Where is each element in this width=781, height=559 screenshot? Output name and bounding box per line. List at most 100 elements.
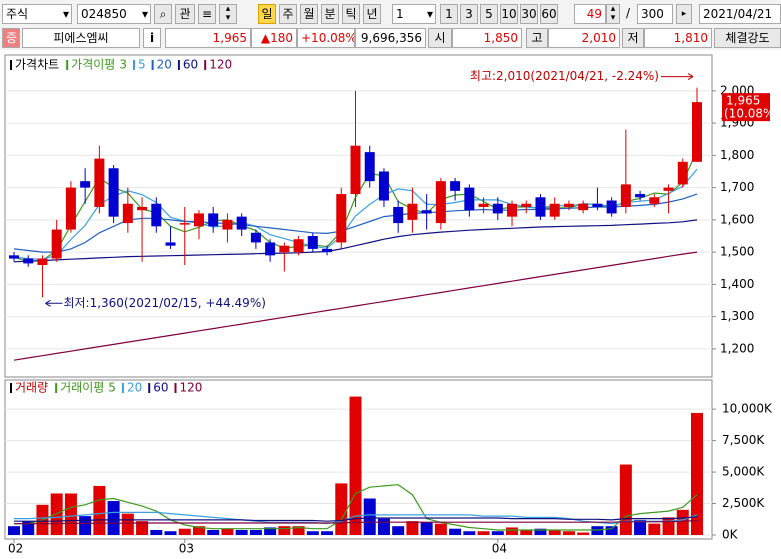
candle-body — [80, 181, 91, 188]
spin-button[interactable]: ▴ ▾ — [219, 4, 237, 24]
candle-body — [507, 203, 518, 217]
volume-bar — [577, 532, 590, 535]
watch-button[interactable]: 관 — [175, 4, 195, 24]
candle-body — [364, 152, 375, 182]
y-tick-label: 10,000K — [722, 402, 773, 416]
volume-bar — [605, 526, 618, 535]
volume-bar — [363, 498, 376, 535]
open: 1,850 — [452, 28, 522, 48]
period-button[interactable]: 월 — [300, 4, 318, 24]
period-button[interactable]: 틱 — [342, 4, 360, 24]
last-change: (10.08%) — [724, 107, 779, 121]
slash: / — [626, 6, 631, 20]
low-label: 저 — [622, 28, 644, 48]
minute-button[interactable]: 30 — [520, 4, 538, 24]
volume-bar — [676, 509, 689, 535]
candle-body — [236, 216, 247, 230]
candle-body — [65, 187, 76, 230]
legend-marker — [177, 60, 180, 70]
tool-button[interactable]: ≡ — [198, 4, 216, 24]
period-button[interactable]: 일 — [258, 4, 276, 24]
period-button[interactable]: 년 — [363, 4, 381, 24]
candle-body — [563, 203, 574, 207]
stock-name: 피에스엠씨 — [22, 28, 140, 48]
candle-body — [179, 223, 190, 225]
market-select[interactable]: 주식 ▾ — [2, 4, 72, 24]
candle-body — [521, 203, 532, 207]
candle-body — [407, 203, 418, 220]
candle-body — [23, 258, 34, 264]
candle-body — [578, 203, 589, 211]
candle-body — [692, 102, 702, 162]
open-label: 시 — [428, 28, 452, 48]
candle-body — [222, 219, 233, 230]
arrow: ▾ — [141, 7, 148, 21]
high: 2,010 — [548, 28, 620, 48]
volume-bar — [449, 528, 462, 535]
legend-marker — [174, 383, 177, 393]
period-button[interactable]: 주 — [279, 4, 297, 24]
nav-button[interactable]: ▸ — [676, 4, 692, 24]
legend-marker — [121, 383, 124, 393]
total-input[interactable]: 300 — [637, 4, 673, 24]
count-spin[interactable]: ▴ ▾ — [606, 4, 620, 24]
volume-bar — [434, 523, 447, 535]
code: 024850 — [81, 7, 127, 21]
y-tick-label: 1,300 — [720, 309, 754, 323]
rate: +10.08% — [297, 28, 355, 48]
volume-bar — [164, 531, 177, 535]
volume-bar — [520, 529, 533, 535]
search-button[interactable]: ⌕ — [154, 4, 172, 24]
candle-body — [151, 203, 162, 227]
minute-button[interactable]: 1 — [440, 4, 458, 24]
legend-marker — [10, 60, 12, 70]
candle-body — [9, 255, 19, 259]
minute-button[interactable]: 60 — [540, 4, 558, 24]
legend-entry: 60 — [183, 58, 198, 72]
candle-body — [208, 213, 219, 227]
volume-bar — [406, 521, 419, 535]
info-button[interactable]: i — [143, 28, 161, 48]
legend-title: 거래량 — [15, 381, 48, 395]
legend-entry: 5 — [108, 381, 116, 395]
high-arrow-head — [687, 73, 694, 81]
count-input[interactable]: 49 — [574, 4, 606, 24]
chart-bg — [0, 50, 781, 559]
legend-entry: 60 — [153, 381, 168, 395]
candle-body — [293, 239, 304, 253]
candle-body — [350, 145, 361, 195]
strength-button[interactable]: 체결강도 — [714, 28, 781, 48]
high-label: 고 — [526, 28, 548, 48]
volume: 9,696,356 — [355, 28, 426, 48]
volume-bar — [278, 526, 291, 535]
date-input[interactable]: 2021/04/21 — [699, 4, 781, 24]
volume-bar — [192, 526, 205, 535]
volume-bar — [477, 531, 490, 535]
interval-select[interactable]: 1 ▾ — [392, 4, 436, 24]
chart: 1,2001,3001,4001,5001,6001,7001,8001,900… — [0, 50, 781, 559]
minute-button[interactable]: 3 — [460, 4, 478, 24]
legend-marker — [132, 60, 135, 70]
candle-body — [94, 158, 105, 207]
code-input[interactable]: 024850 ▾ — [77, 4, 151, 24]
volume-bar — [420, 522, 433, 535]
change: ▲180 — [251, 28, 297, 48]
candle-body — [265, 242, 276, 256]
period-button[interactable]: 분 — [321, 4, 339, 24]
candle-body — [663, 187, 674, 191]
x-tick-label: 04 — [492, 542, 507, 556]
x-tick-label: 02 — [8, 542, 23, 556]
badge: 증 — [2, 28, 20, 48]
minutes: 1 3 5 10 30 60 — [440, 4, 558, 24]
y-tick-label: 7,500K — [722, 433, 765, 447]
moving-average — [14, 484, 698, 531]
y-tick-label: 1,700 — [720, 180, 754, 194]
legend-entry: 3 — [119, 58, 127, 72]
minute-button[interactable]: 10 — [500, 4, 518, 24]
minute-button[interactable]: 5 — [480, 4, 498, 24]
legend-entry: 20 — [157, 58, 172, 72]
legend-title: 가격차트 — [15, 58, 59, 72]
moving-average — [14, 511, 698, 525]
volume-bar — [349, 396, 362, 535]
